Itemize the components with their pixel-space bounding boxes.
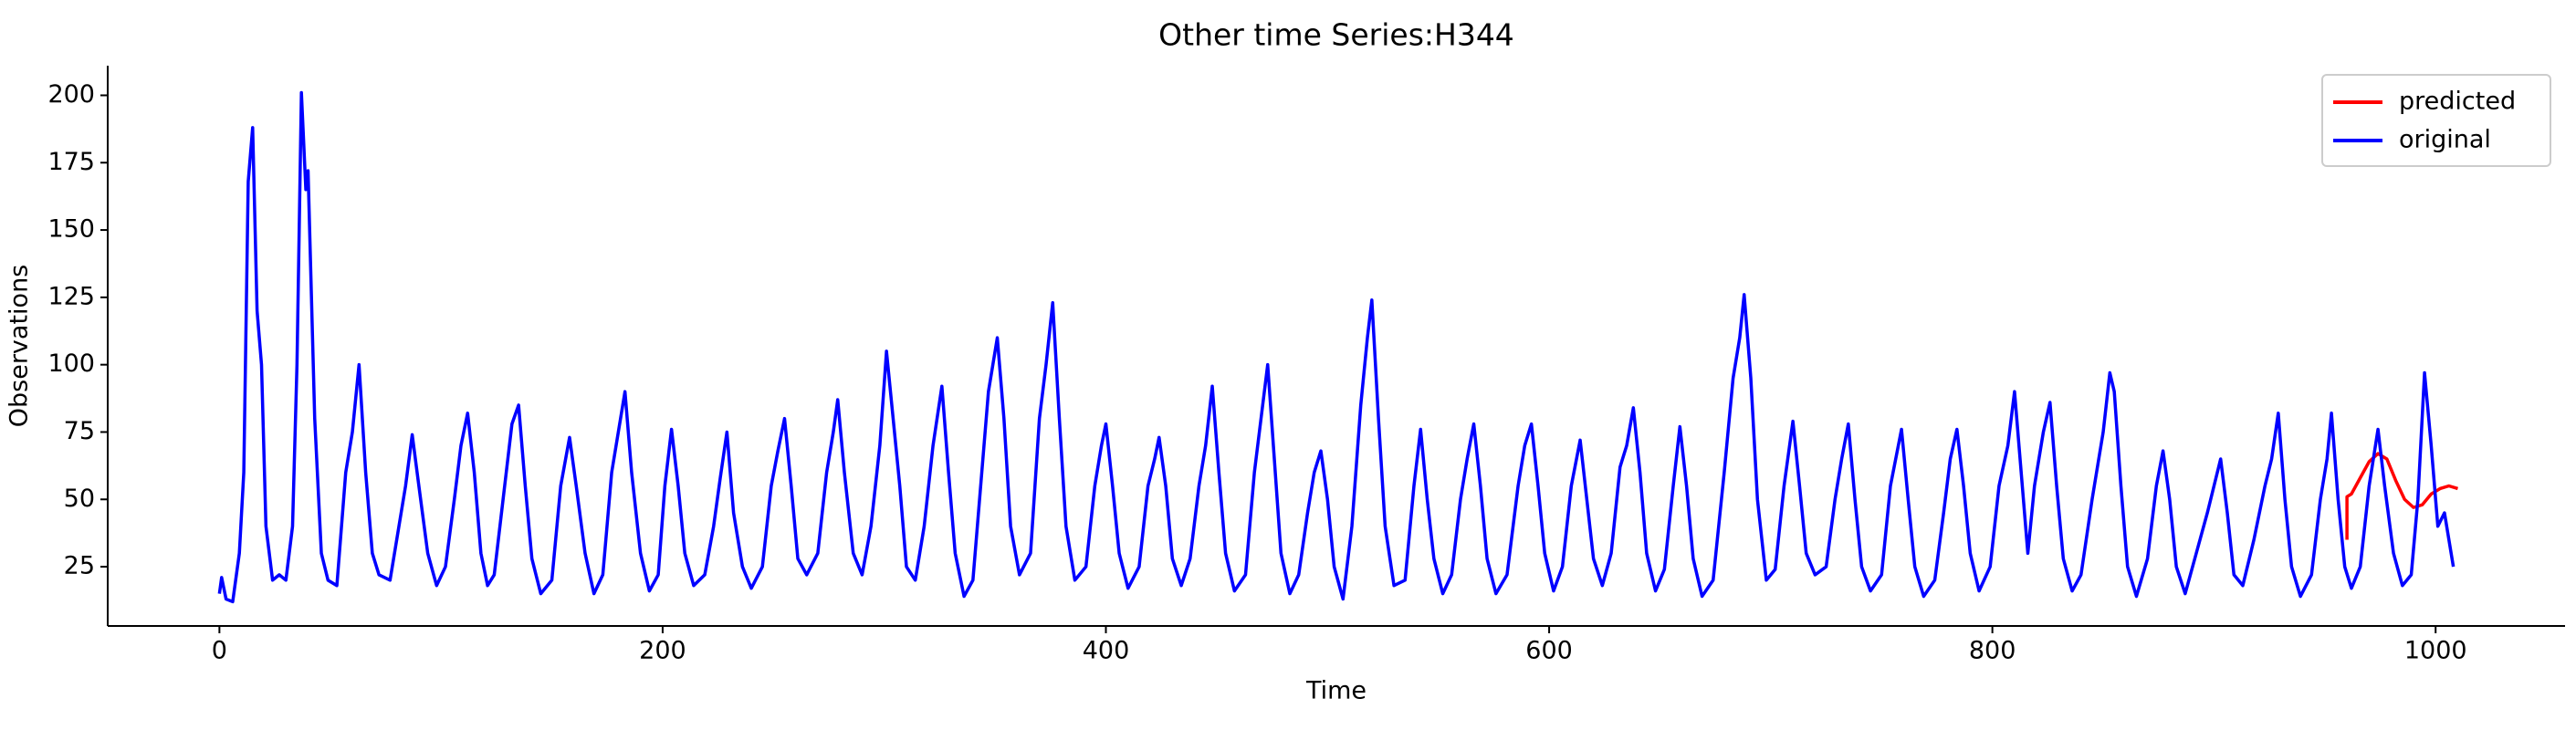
- y-tick-label: 50: [64, 485, 95, 513]
- x-tick-label: 0: [212, 637, 227, 665]
- x-tick-label: 200: [639, 637, 686, 665]
- x-tick-label: 800: [1969, 637, 2016, 665]
- x-axis-label: Time: [1305, 677, 1367, 705]
- series-line: [2345, 452, 2458, 540]
- x-tick-label: 600: [1525, 637, 1573, 665]
- chart-title: Other time Series:H344: [1158, 17, 1514, 53]
- y-tick-label: 200: [47, 80, 95, 109]
- legend: predicted original: [2321, 74, 2551, 167]
- x-tick-label: 1000: [2404, 637, 2467, 665]
- y-tick-label: 175: [47, 148, 95, 176]
- series-line: [217, 90, 2456, 604]
- y-tick-label: 25: [64, 552, 95, 580]
- y-tick-label: 100: [47, 349, 95, 378]
- y-tick-label: 150: [47, 215, 95, 244]
- legend-box: [2321, 74, 2551, 167]
- y-tick-label: 75: [64, 417, 95, 445]
- y-axis-label: Observations: [5, 265, 34, 427]
- legend-label: predicted: [2399, 88, 2516, 116]
- y-tick-label: 125: [47, 282, 95, 310]
- x-tick-label: 400: [1083, 637, 1130, 665]
- legend-label: original: [2399, 126, 2491, 154]
